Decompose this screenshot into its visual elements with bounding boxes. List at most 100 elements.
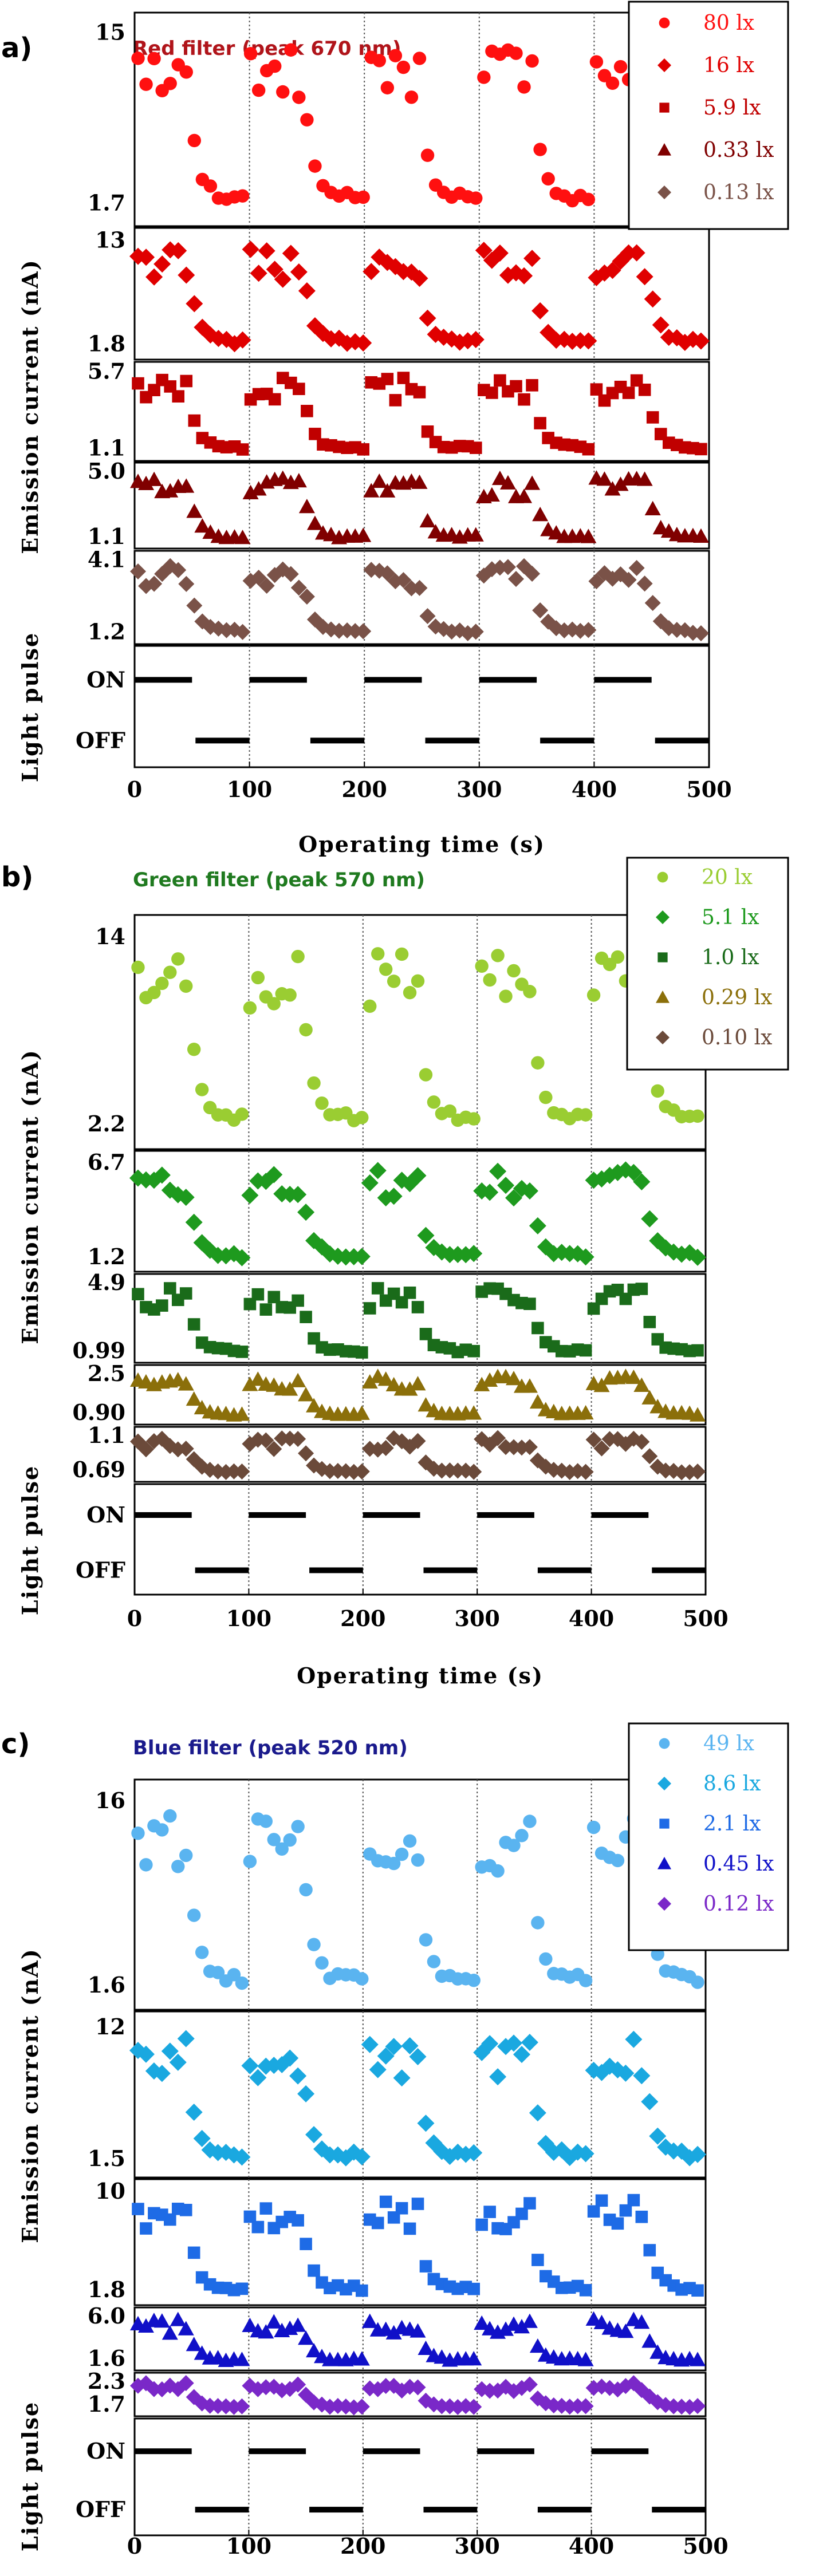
data-point	[467, 1973, 481, 1987]
y-tick-label: 0.99	[72, 1338, 125, 1363]
data-point	[483, 2206, 496, 2218]
data-point	[532, 507, 549, 522]
data-point	[164, 2213, 176, 2226]
data-point	[170, 562, 187, 578]
data-point	[531, 1321, 544, 1335]
data-point	[178, 478, 195, 493]
data-point	[510, 380, 522, 393]
data-point	[593, 2314, 610, 2329]
series-panel: 131.8	[88, 227, 710, 361]
data-point	[625, 1163, 643, 1181]
legend-label: 0.10 lx	[702, 1026, 772, 1050]
x-tick-label: 200	[342, 776, 387, 802]
data-point	[202, 524, 219, 539]
data-point	[630, 374, 643, 387]
data-point	[466, 1463, 482, 1480]
legend-marker	[656, 910, 670, 924]
data-point	[523, 1814, 537, 1828]
data-point	[355, 527, 372, 542]
data-point	[419, 2260, 432, 2273]
data-point	[491, 949, 505, 962]
legend-marker	[657, 1857, 671, 1869]
data-point	[297, 1204, 315, 1221]
data-point	[307, 1076, 321, 1090]
data-point	[427, 1955, 441, 1969]
data-point	[371, 2216, 384, 2230]
data-point	[243, 1297, 257, 1311]
series-panel: 4.1 1.2	[88, 547, 710, 645]
data-point	[249, 2069, 267, 2086]
data-point	[282, 244, 300, 262]
data-point	[401, 1381, 418, 1396]
data-point	[306, 2342, 322, 2358]
y-tick-label: 6.7	[88, 1149, 125, 1175]
data-point	[467, 330, 485, 348]
data-point	[403, 985, 417, 1000]
x-tick-label: 400	[572, 776, 617, 802]
data-point	[234, 1463, 250, 1480]
data-point	[235, 1107, 249, 1121]
data-point	[636, 471, 653, 486]
data-point	[372, 54, 386, 68]
data-point	[529, 2104, 546, 2122]
data-point	[282, 1381, 298, 1396]
data-point	[179, 1287, 192, 1300]
data-point	[467, 527, 484, 542]
data-point	[242, 484, 259, 499]
data-point	[395, 572, 412, 589]
data-point	[363, 263, 380, 281]
data-point	[465, 1245, 483, 1263]
data-point	[234, 624, 251, 640]
data-point	[483, 973, 497, 987]
data-point	[300, 2238, 312, 2250]
data-point	[274, 270, 292, 288]
data-point	[178, 575, 195, 592]
y-tick-label: 16	[95, 1788, 125, 1813]
data-point	[577, 2398, 594, 2415]
data-point	[587, 2205, 600, 2218]
data-point	[620, 571, 637, 588]
legend-label: 0.29 lx	[702, 986, 772, 1009]
data-point	[380, 81, 395, 94]
data-point	[290, 1431, 306, 1447]
legend-label: 5.9 lx	[703, 96, 761, 120]
data-point	[276, 85, 290, 99]
data-point	[258, 2324, 274, 2339]
x-axis-title: Operating time (s)	[298, 831, 545, 857]
data-point	[363, 1302, 376, 1315]
data-point	[605, 76, 620, 90]
data-point	[643, 2244, 656, 2257]
data-point	[259, 1303, 273, 1316]
data-point	[137, 248, 155, 266]
data-point	[178, 266, 195, 284]
data-point	[300, 113, 314, 127]
data-point	[306, 515, 323, 530]
data-point	[308, 2264, 320, 2277]
y-tick-label: 1.2	[88, 618, 125, 644]
legend-marker	[659, 1818, 670, 1829]
data-point	[644, 500, 661, 515]
series-frame	[133, 2010, 707, 2179]
data-point	[521, 2313, 538, 2328]
data-point	[187, 1042, 201, 1056]
chart-panel: c) Blue filter (peak 520 nm)161.6121.5101…	[1, 1722, 789, 2559]
data-point	[695, 443, 707, 456]
data-point	[507, 1839, 521, 1852]
panel-label: b)	[1, 861, 33, 893]
data-point	[290, 2376, 306, 2393]
data-point	[691, 1109, 704, 1123]
data-point	[137, 2318, 154, 2333]
data-point	[411, 1853, 425, 1867]
legend-marker	[659, 17, 670, 29]
y-tick-label: 1.1	[88, 523, 125, 549]
chart-panel: b) Green filter (peak 570 nm)142.26.71.24…	[1, 857, 789, 1689]
data-point	[227, 1968, 241, 1982]
data-point	[266, 261, 284, 278]
data-point	[475, 2218, 488, 2231]
data-point	[170, 2311, 186, 2326]
data-point	[498, 2321, 514, 2336]
pulse-off-label: OFF	[76, 1557, 125, 1583]
data-point	[401, 2037, 419, 2054]
data-point	[521, 1182, 538, 1200]
data-point	[499, 559, 516, 575]
